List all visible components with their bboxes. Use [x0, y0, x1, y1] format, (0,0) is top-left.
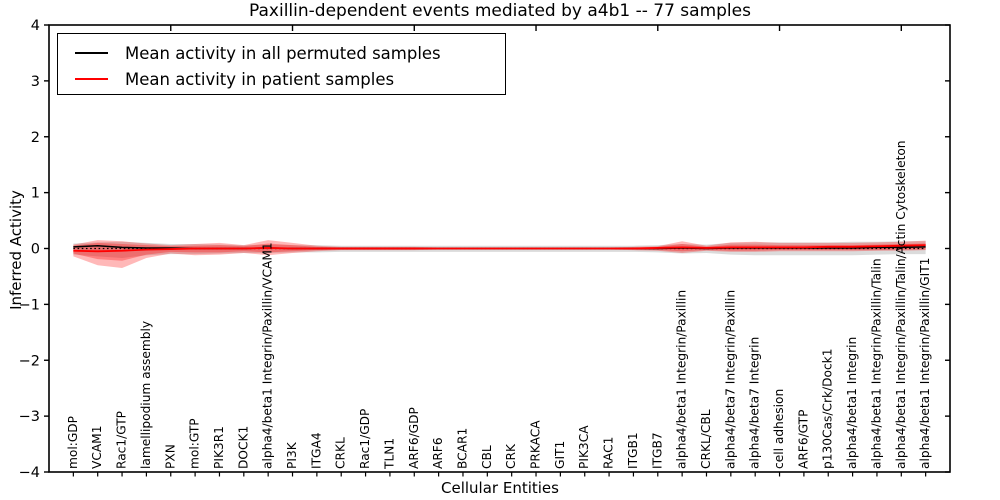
x-tick-label: cell adhesion	[772, 389, 786, 469]
legend-item-patient: Mean activity in patient samples	[58, 66, 394, 92]
x-tick-label: lamellipodium assembly	[139, 321, 153, 469]
y-tick-label: 0	[31, 242, 40, 258]
legend-label-patient: Mean activity in patient samples	[125, 69, 395, 89]
y-tick-label: −2	[19, 353, 40, 369]
x-tick-label: PIK3R1	[212, 426, 226, 469]
y-tick-label: −3	[19, 409, 40, 425]
legend-label-permuted: Mean activity in all permuted samples	[125, 43, 441, 63]
x-tick-label: p130Cas/Crk/Dock1	[821, 349, 835, 469]
legend-item-permuted: Mean activity in all permuted samples	[58, 40, 441, 66]
x-tick-label: ARF6/GDP	[407, 407, 421, 469]
x-tick-label: alpha4/beta1 Integrin/Paxillin	[675, 290, 689, 469]
x-tick-label: Rac1/GDP	[358, 409, 372, 469]
x-tick-label: alpha4/beta1 Integrin/Paxillin/GIT1	[918, 258, 932, 469]
x-tick-label: CRKL/CBL	[699, 409, 713, 469]
x-tick-label: ITGA4	[309, 432, 323, 469]
x-tick-label: PRKACA	[529, 420, 543, 469]
x-tick-label: PIK3CA	[577, 425, 591, 469]
x-tick-label: ARF6/GTP	[796, 410, 810, 469]
x-axis-label: Cellular Entities	[441, 479, 559, 497]
x-tick-label: PI3K	[285, 441, 299, 469]
y-axis-label: Inferred Activity	[7, 190, 25, 310]
legend: Mean activity in all permuted samples Me…	[57, 33, 506, 95]
x-tick-label: alpha4/beta1 Integrin/Paxillin/Talin/Act…	[894, 140, 908, 469]
x-tick-label: ARF6	[431, 437, 445, 469]
y-tick-label: 1	[31, 186, 40, 202]
y-tick-label: 2	[31, 130, 40, 146]
y-tick-label: −4	[19, 465, 40, 481]
x-tick-label: alpha4/beta1 Integrin/Paxillin/Talin	[869, 258, 883, 469]
x-tick-label: CRK	[504, 443, 518, 469]
patient-mean-line	[73, 244, 926, 253]
x-tick-label: CRKL	[334, 437, 348, 469]
x-tick-label: alpha4/beta1 Integrin/Paxillin/VCAM1	[261, 242, 275, 469]
x-tick-label: GIT1	[553, 441, 567, 469]
permuted-line-swatch	[75, 52, 108, 54]
x-tick-label: alpha4/beta7 Integrin/Paxillin	[723, 290, 737, 469]
x-tick-label: mol:GTP	[188, 418, 202, 469]
y-tick-label: 3	[31, 74, 40, 90]
permuted-samples-range-band	[73, 241, 926, 258]
x-tick-label: CBL	[480, 445, 494, 469]
x-tick-label: alpha4/beta1 Integrin	[845, 337, 859, 469]
x-tick-label: DOCK1	[236, 426, 250, 469]
y-tick-label: −1	[19, 297, 40, 313]
x-tick-label: BCAR1	[455, 428, 469, 469]
x-tick-label: ITGB7	[650, 432, 664, 469]
x-tick-label: ITGB1	[626, 432, 640, 469]
x-tick-label: RAC1	[602, 437, 616, 469]
x-tick-label: TLN1	[382, 438, 396, 470]
patient-line-swatch	[75, 78, 108, 80]
x-tick-label: alpha4/beta7 Integrin	[748, 337, 762, 469]
x-tick-label: PXN	[163, 444, 177, 469]
x-tick-label: VCAM1	[90, 426, 104, 469]
x-tick-label: Rac1/GTP	[115, 411, 129, 469]
x-tick-label: mol:GDP	[66, 416, 80, 469]
chart-title: Paxillin-dependent events mediated by a4…	[249, 1, 751, 21]
y-tick-label: 4	[31, 18, 40, 34]
